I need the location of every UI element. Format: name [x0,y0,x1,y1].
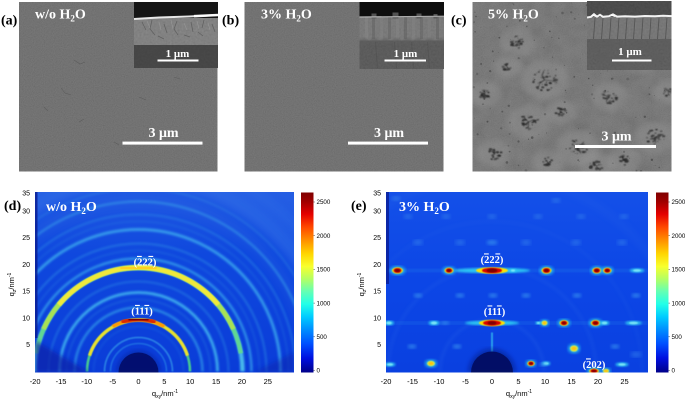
svg-text:1500: 1500 [672,267,685,274]
svg-text:25: 25 [22,235,30,242]
svg-text:-20: -20 [381,377,392,386]
svg-text:3 μm: 3 μm [374,126,404,141]
svg-text:35: 35 [22,191,30,198]
svg-text:30: 30 [373,208,381,215]
svg-text:5: 5 [162,377,166,386]
svg-text:500: 500 [672,334,683,341]
svg-text:-10: -10 [81,377,92,386]
svg-text:(202): (202) [583,360,606,371]
svg-text:15: 15 [567,377,575,386]
svg-text:5: 5 [516,377,520,386]
svg-text:2500: 2500 [672,199,685,206]
svg-text:5: 5 [377,342,381,349]
svg-text:qz/nm-1: qz/nm-1 [7,272,18,296]
svg-text:-5: -5 [109,377,116,386]
svg-text:20: 20 [238,377,246,386]
svg-text:qxy/nm-1: qxy/nm-1 [506,389,532,400]
svg-text:35: 35 [373,191,381,198]
svg-text:15: 15 [212,377,220,386]
svg-text:0: 0 [317,368,321,375]
svg-text:-5: -5 [462,377,469,386]
svg-text:20: 20 [22,262,30,269]
svg-text:25: 25 [373,235,381,242]
svg-text:10: 10 [22,315,30,322]
svg-text:0: 0 [490,377,494,386]
svg-text:5% H2O: 5% H2O [488,8,539,24]
svg-text:1500: 1500 [317,267,331,274]
svg-text:(a): (a) [1,14,18,29]
svg-text:3% H2O: 3% H2O [399,200,450,216]
svg-text:(222): (222) [134,258,157,269]
svg-text:10: 10 [541,377,549,386]
svg-text:2000: 2000 [672,233,685,240]
svg-text:3 μm: 3 μm [601,130,631,145]
svg-text:-20: -20 [30,377,41,386]
svg-text:1 μm: 1 μm [166,48,190,60]
svg-text:(d): (d) [4,199,21,214]
svg-text:1000: 1000 [317,300,331,307]
svg-text:15: 15 [22,289,30,296]
svg-text:10: 10 [186,377,194,386]
svg-text:25: 25 [264,377,272,386]
svg-text:30: 30 [22,208,30,215]
svg-text:-15: -15 [56,377,67,386]
svg-text:(111): (111) [484,307,506,318]
svg-text:10: 10 [373,315,381,322]
svg-text:1 μm: 1 μm [618,46,642,58]
svg-text:(e): (e) [351,199,367,214]
svg-text:20: 20 [594,377,602,386]
svg-text:w/o H2O: w/o H2O [46,200,97,216]
svg-text:0: 0 [672,368,676,375]
svg-text:w/o H2O: w/o H2O [35,8,86,24]
svg-text:5: 5 [26,342,30,349]
svg-text:3 μm: 3 μm [148,126,178,141]
svg-text:-15: -15 [407,377,418,386]
svg-text:0: 0 [136,377,140,386]
svg-text:2000: 2000 [317,233,331,240]
svg-text:(111): (111) [131,307,153,318]
svg-text:1 μm: 1 μm [394,48,418,60]
svg-text:3% H2O: 3% H2O [261,8,312,24]
svg-text:500: 500 [317,334,328,341]
svg-text:25: 25 [620,377,628,386]
svg-text:(c): (c) [451,14,467,29]
svg-text:-10: -10 [434,377,445,386]
svg-text:20: 20 [373,262,381,269]
svg-text:qz/nm-1: qz/nm-1 [357,272,368,296]
svg-text:1000: 1000 [672,300,685,307]
svg-text:2500: 2500 [317,199,331,206]
svg-text:qxy/nm-1: qxy/nm-1 [152,389,178,400]
svg-text:(b): (b) [222,14,239,29]
svg-text:15: 15 [373,289,381,296]
svg-text:(222): (222) [481,255,504,266]
